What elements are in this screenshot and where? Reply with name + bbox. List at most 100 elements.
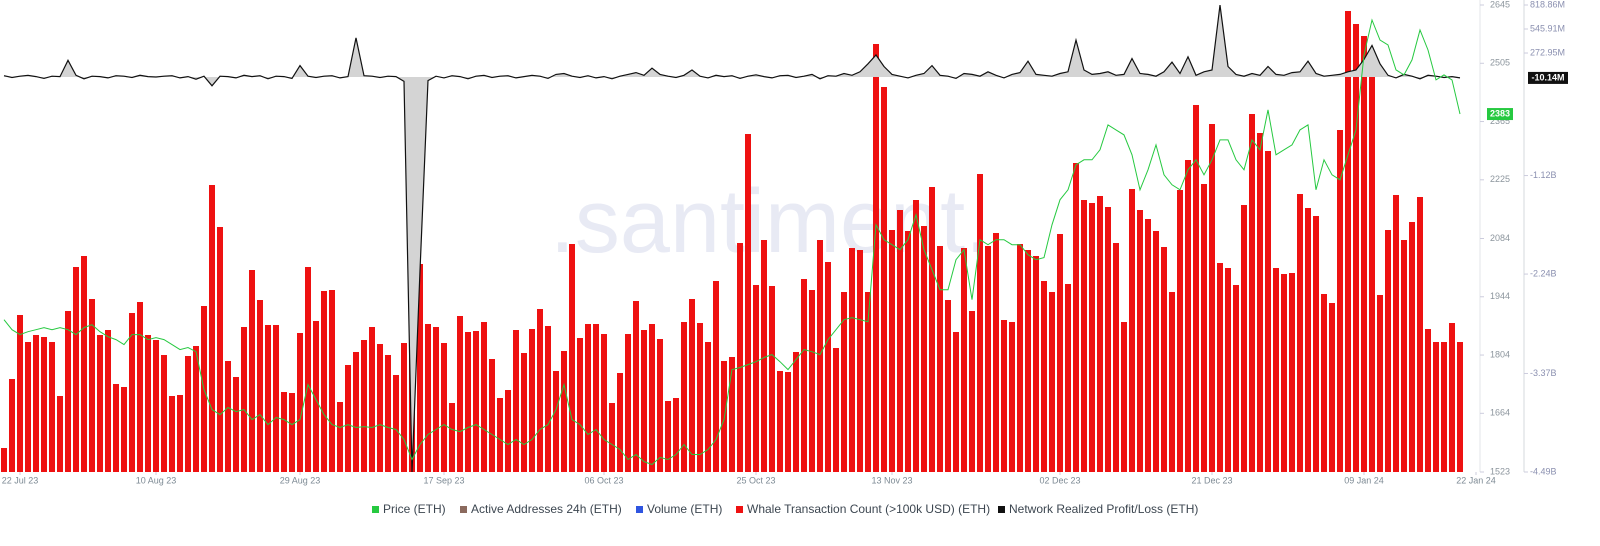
legend-swatch — [736, 506, 743, 513]
last-value-box — [1528, 71, 1568, 84]
bar — [1241, 205, 1247, 472]
bar — [41, 337, 47, 472]
bar — [1225, 268, 1231, 472]
legend-label: Active Addresses 24h (ETH) — [471, 502, 622, 516]
area-layer — [3, 5, 1461, 473]
bar — [569, 244, 575, 472]
bar — [1273, 268, 1279, 472]
y-tick-label: 2084 — [1490, 233, 1510, 243]
bar — [1233, 285, 1239, 472]
bar — [297, 333, 303, 472]
bar — [1049, 292, 1055, 472]
bar — [761, 240, 767, 472]
bar — [505, 390, 511, 472]
bar — [337, 402, 343, 472]
bar — [289, 393, 295, 472]
bar — [649, 324, 655, 472]
bar — [1353, 24, 1359, 472]
last-value-box — [1487, 108, 1513, 121]
bar — [529, 329, 535, 472]
bar — [977, 174, 983, 472]
price-line — [3, 18, 1461, 466]
bar — [689, 299, 695, 472]
bar — [273, 325, 279, 472]
bar — [1409, 222, 1415, 472]
bar — [737, 243, 743, 472]
y-tick-label: 1664 — [1490, 408, 1510, 418]
bar — [1433, 342, 1439, 472]
bar — [449, 403, 455, 472]
bar — [329, 290, 335, 472]
bar — [753, 285, 759, 472]
bar — [1113, 243, 1119, 472]
bar — [801, 279, 807, 472]
bar — [777, 371, 783, 472]
x-tick-label: 17 Sep 23 — [423, 475, 464, 485]
bar — [1193, 105, 1199, 472]
bar — [1457, 342, 1463, 472]
bar — [1377, 295, 1383, 472]
bar — [81, 256, 87, 472]
bar — [217, 227, 223, 472]
bar — [793, 352, 799, 472]
bar — [281, 392, 287, 472]
bar — [705, 342, 711, 472]
legend-swatch — [372, 506, 379, 513]
bar — [473, 331, 479, 472]
bar — [625, 334, 631, 472]
bar — [969, 311, 975, 472]
bar — [1097, 196, 1103, 472]
y2-tick-label: -4.49B — [1530, 466, 1557, 476]
legend-label: Price (ETH) — [383, 502, 446, 516]
bar — [577, 338, 583, 472]
bar — [153, 340, 159, 472]
legend-label: Network Realized Profit/Loss (ETH) — [1009, 502, 1198, 516]
y-tick-label: 1944 — [1490, 291, 1510, 301]
bar — [657, 339, 663, 472]
x-tick-label: 29 Aug 23 — [280, 475, 321, 485]
bar — [1441, 342, 1447, 472]
bar — [897, 210, 903, 472]
x-tick-label: 06 Oct 23 — [584, 475, 623, 485]
bar — [601, 334, 607, 472]
y2-tick-label: -2.24B — [1530, 268, 1557, 278]
bar — [313, 321, 319, 472]
bar — [617, 373, 623, 472]
legend-swatch — [998, 506, 1005, 513]
bar — [865, 292, 871, 472]
bar — [929, 187, 935, 472]
y-tick-label: 2225 — [1490, 174, 1510, 184]
bar — [9, 379, 15, 472]
bar — [1025, 250, 1031, 472]
bar — [609, 403, 615, 472]
bar — [841, 292, 847, 472]
bar — [353, 352, 359, 472]
legend-swatch — [460, 506, 467, 513]
bar — [1161, 247, 1167, 472]
bar — [1009, 322, 1015, 472]
bar — [497, 398, 503, 472]
bar — [1369, 65, 1375, 472]
bar — [1001, 320, 1007, 472]
bar — [785, 372, 791, 472]
bar — [73, 267, 79, 472]
bar — [681, 322, 687, 472]
bar — [265, 325, 271, 472]
y-tick-label: 1804 — [1490, 349, 1510, 359]
bar — [209, 185, 215, 472]
bar — [1, 448, 7, 472]
bar — [553, 371, 559, 472]
bar — [993, 233, 999, 472]
bar — [1361, 36, 1367, 472]
bar — [225, 361, 231, 472]
bar — [145, 335, 151, 472]
bar — [105, 330, 111, 472]
bar — [945, 300, 951, 472]
y2-tick-label: 818.86M — [1530, 0, 1565, 9]
bar — [425, 324, 431, 472]
bar — [185, 356, 191, 472]
bar — [665, 401, 671, 472]
bar — [393, 375, 399, 472]
bar — [1337, 130, 1343, 472]
